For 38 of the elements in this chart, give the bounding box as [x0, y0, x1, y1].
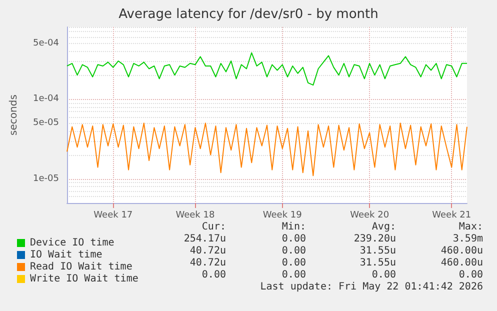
y-tick-label: 5e-04	[33, 38, 60, 48]
text: Cur:	[202, 222, 226, 232]
text: 0.00	[282, 234, 306, 244]
text: Last update: Fri May 22 01:41:42 2026	[260, 282, 483, 292]
text: 239.20u	[354, 234, 396, 244]
chart-title: Average latency for /dev/sr0 - by month	[118, 7, 378, 22]
text: Min:	[282, 222, 306, 232]
text: 0.00	[458, 270, 483, 280]
y-tick-label: 1e-05	[33, 174, 59, 184]
y-axis-title: seconds	[8, 94, 20, 136]
text: Avg:	[372, 222, 396, 232]
text: 0.00	[282, 270, 306, 280]
legend-label: IO Wait time	[30, 250, 102, 260]
legend-label: Device IO time	[30, 238, 114, 248]
x-tick-label: Week 18	[176, 210, 215, 220]
text: 0.00	[282, 246, 306, 256]
text: 0.00	[372, 270, 396, 280]
text: 40.72u	[190, 246, 226, 256]
x-tick-label: Week 21	[432, 210, 472, 220]
y-tick-label: 5e-05	[33, 118, 59, 128]
text: 3.59m	[452, 234, 483, 244]
text: 254.17u	[184, 234, 226, 244]
y-tick-label: 1e-04	[33, 94, 60, 104]
x-tick-label: Week 19	[262, 210, 302, 220]
legend-label: Read IO Wait time	[30, 262, 132, 272]
legend-label: Write IO Wait time	[30, 274, 138, 284]
text: 460.00u	[440, 246, 483, 256]
text: 0.00	[282, 258, 306, 268]
text: 40.72u	[190, 258, 226, 268]
line-series	[66, 52, 468, 86]
x-tick-label: Week 17	[94, 210, 133, 220]
text: 0.00	[202, 270, 226, 280]
x-tick-label: Week 20	[350, 210, 390, 220]
text: 31.55u	[360, 246, 396, 256]
text: 460.00u	[440, 258, 483, 268]
text: 31.55u	[360, 258, 396, 268]
text: Max:	[458, 222, 483, 232]
line-series	[66, 122, 468, 176]
